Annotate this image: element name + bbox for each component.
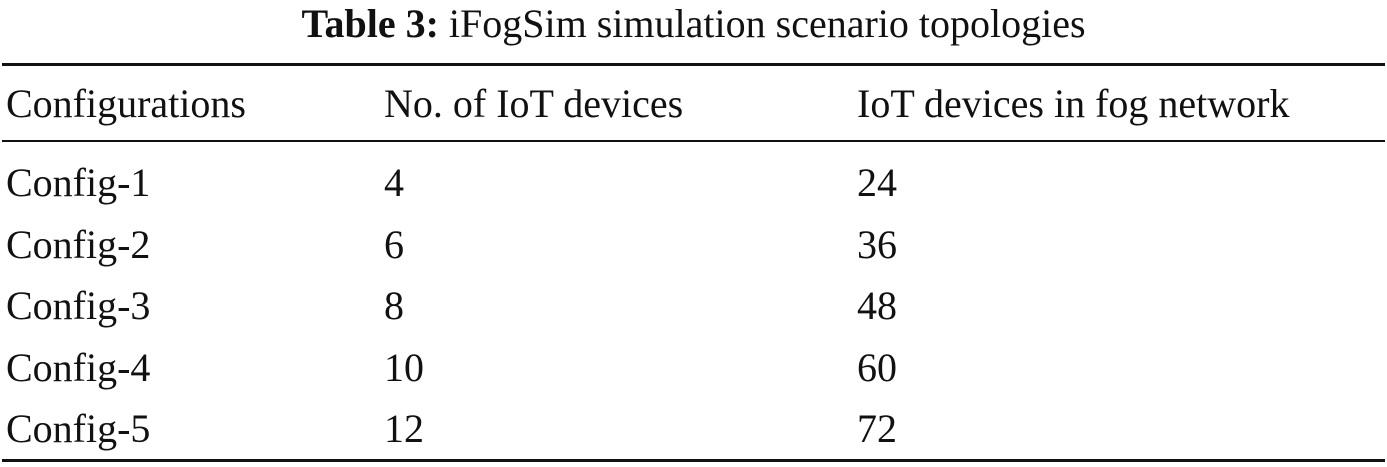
table-cell-iot-devices: 10 [384, 345, 424, 390]
column-header-configurations: Configurations [6, 81, 246, 126]
table-header-rule [2, 140, 1385, 142]
table-cell-fog-devices: 60 [857, 345, 897, 390]
table-cell-configuration: Config-5 [6, 406, 151, 451]
table-caption: Table 3: iFogSim simulation scenario topo… [0, 2, 1387, 46]
column-header-iot-devices-in-fog: IoT devices in fog network [857, 81, 1290, 126]
table-top-rule [2, 63, 1385, 66]
table-cell-configuration: Config-4 [6, 345, 151, 390]
table-cell-iot-devices: 8 [384, 283, 404, 328]
table-cell-configuration: Config-2 [6, 222, 151, 267]
table-caption-text: iFogSim simulation scenario topologies [448, 1, 1086, 46]
column-header-iot-devices: No. of IoT devices [384, 81, 684, 126]
table-cell-iot-devices: 12 [384, 406, 424, 451]
table-cell-fog-devices: 72 [857, 406, 897, 451]
table-cell-fog-devices: 36 [857, 222, 897, 267]
table-cell-configuration: Config-1 [6, 160, 151, 205]
table-bottom-rule [2, 459, 1385, 462]
table-cell-iot-devices: 6 [384, 222, 404, 267]
table-cell-configuration: Config-3 [6, 283, 151, 328]
table-cell-fog-devices: 48 [857, 283, 897, 328]
table-cell-fog-devices: 24 [857, 160, 897, 205]
table-caption-label: Table 3: [301, 1, 439, 46]
table-cell-iot-devices: 4 [384, 160, 404, 205]
